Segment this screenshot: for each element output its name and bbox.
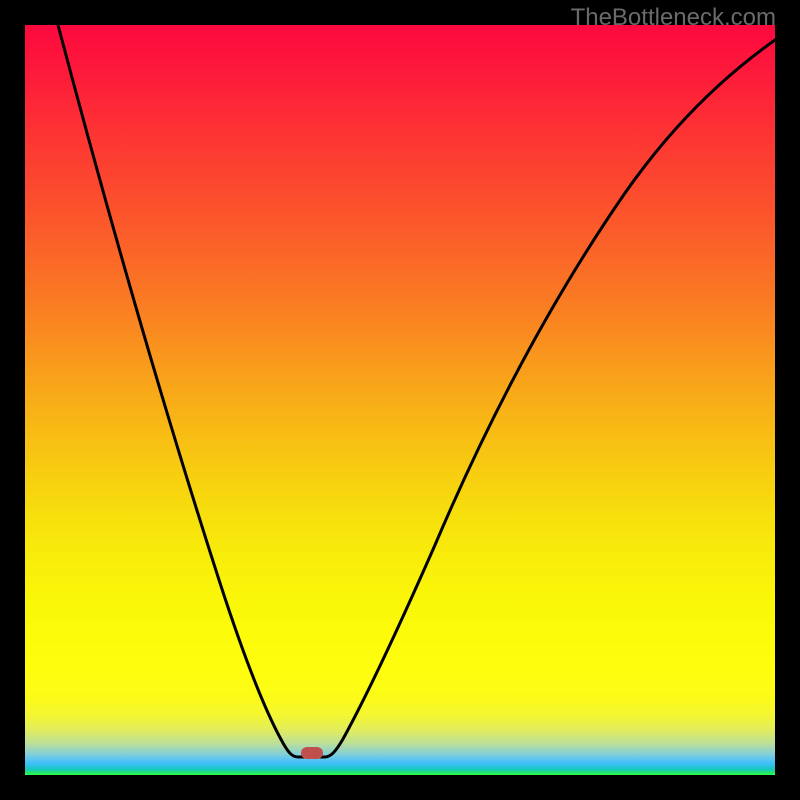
plot-area	[25, 25, 775, 775]
chart-frame: TheBottleneck.com	[0, 0, 800, 800]
curve-path	[58, 25, 775, 757]
bottleneck-curve	[25, 25, 775, 775]
watermark-text: TheBottleneck.com	[571, 4, 776, 32]
optimal-marker	[301, 747, 323, 759]
